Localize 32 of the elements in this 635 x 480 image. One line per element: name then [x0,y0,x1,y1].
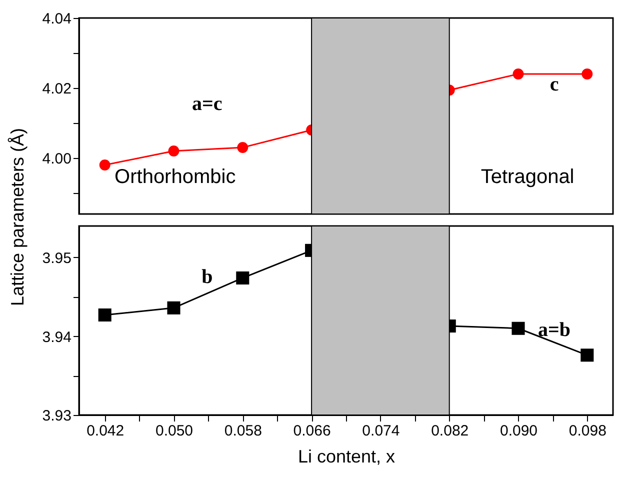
x-tick-label: 0.058 [224,422,262,440]
point [98,308,112,322]
point [167,301,180,314]
point [237,142,248,153]
y-tick-label: 3.94 [42,328,72,346]
annotation: Orthorhombic [114,166,236,188]
y-tick-label: 3.93 [42,408,72,424]
x-tick-label: 0.042 [86,422,124,440]
point [99,160,110,170]
x-tick-label: 0.098 [568,422,606,440]
annotation: a=b [538,318,571,341]
x-tick-label: 0.050 [155,422,194,440]
point [580,348,594,362]
y-tick-label: 3.95 [42,250,72,267]
x-tick-label: 0.074 [362,422,400,440]
y-axis-title: Lattice parameters (Å) [8,128,28,306]
point [582,68,593,80]
y-tick-label: 4.02 [42,80,72,98]
annotation: Tetragonal [480,166,574,188]
x-tick-label: 0.090 [500,422,538,440]
annotation: c [550,74,559,96]
y-tick-label: 4.04 [42,10,72,28]
annotation: a=c [192,93,222,116]
x-axis-title: Li content, x [298,446,396,466]
point [512,68,524,80]
x-tick-label: 0.066 [293,422,331,440]
point [512,322,525,335]
y-tick-label: 4.00 [42,150,72,168]
point [236,271,250,284]
annotation: b [202,266,213,288]
x-tick-label: 0.082 [431,422,469,440]
point [168,146,180,156]
